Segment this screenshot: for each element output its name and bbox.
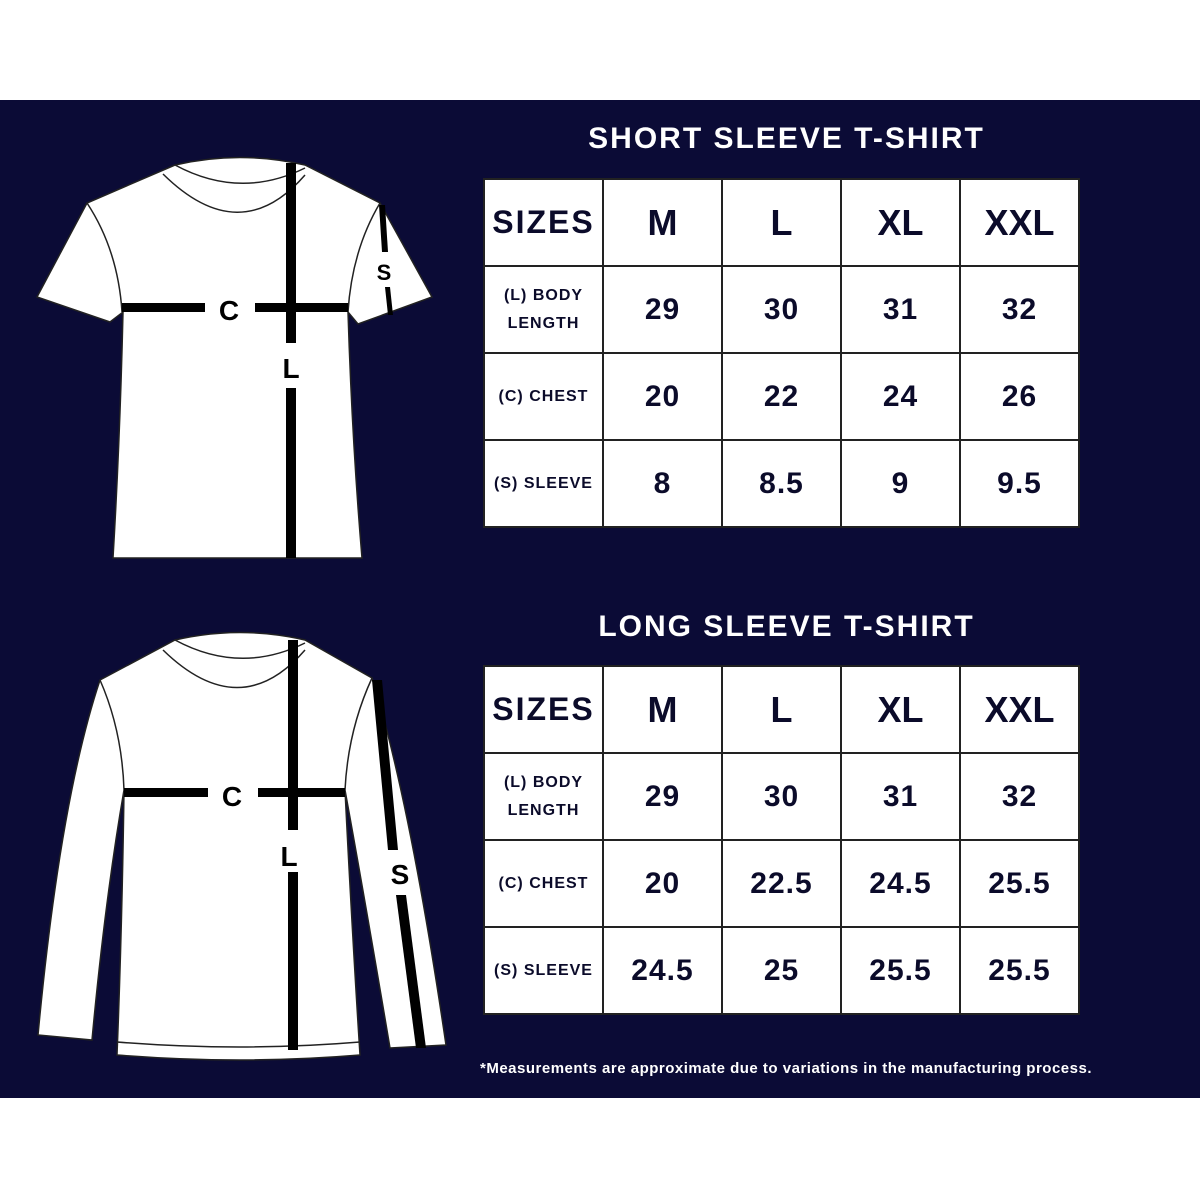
table-cell: 9	[840, 439, 961, 528]
table-row: (L) BODY LENGTH 29 30 31 32	[483, 752, 1080, 841]
table-cell: 31	[840, 752, 961, 841]
header-cell: XXL	[959, 665, 1080, 754]
header-cell: XL	[840, 178, 961, 267]
header-cell: XXL	[959, 178, 1080, 267]
table-row: (C) CHEST 20 22 24 26	[483, 352, 1080, 441]
table-cell: 9.5	[959, 439, 1080, 528]
table-cell: 8.5	[721, 439, 842, 528]
long-measure-lines	[124, 640, 426, 1050]
table-cell: 22.5	[721, 839, 842, 928]
table-cell: 24.5	[840, 839, 961, 928]
long-sleeve-title: LONG SLEEVE T-SHIRT	[598, 610, 975, 643]
table-row: (C) CHEST 20 22.5 24.5 25.5	[483, 839, 1080, 928]
table-cell: 30	[721, 752, 842, 841]
long-sleeve-size-table: SIZES M L XL XXL (L) BODY LENGTH 29 30 3…	[483, 665, 1080, 1015]
long-chest-marker: C	[222, 781, 242, 812]
table-cell: 20	[602, 839, 723, 928]
table-cell: 32	[959, 752, 1080, 841]
short-sleeve-size-table: SIZES M L XL XXL (L) BODY LENGTH 29 30 3…	[483, 178, 1080, 528]
table-cell: 24.5	[602, 926, 723, 1015]
header-cell: L	[721, 178, 842, 267]
row-label: (C) CHEST	[483, 352, 604, 441]
table-cell: 32	[959, 265, 1080, 354]
table-cell: 8	[602, 439, 723, 528]
table-cell: 29	[602, 265, 723, 354]
table-cell: 24	[840, 352, 961, 441]
table-row: (S) SLEEVE 8 8.5 9 9.5	[483, 439, 1080, 528]
header-cell: XL	[840, 665, 961, 754]
long-sleeve-marker: S	[391, 859, 410, 890]
row-label: (S) SLEEVE	[483, 439, 604, 528]
header-cell: M	[602, 178, 723, 267]
header-cell: M	[602, 665, 723, 754]
table-cell: 30	[721, 265, 842, 354]
short-sleeve-title: SHORT SLEEVE T-SHIRT	[588, 122, 985, 155]
table-header-row: SIZES M L XL XXL	[483, 665, 1080, 754]
table-cell: 20	[602, 352, 723, 441]
table-cell: 29	[602, 752, 723, 841]
table-row: (L) BODY LENGTH 29 30 31 32	[483, 265, 1080, 354]
table-cell: 26	[959, 352, 1080, 441]
header-cell: SIZES	[483, 665, 604, 754]
table-cell: 25	[721, 926, 842, 1015]
table-cell: 25.5	[959, 926, 1080, 1015]
short-measure-lines	[122, 163, 393, 558]
table-header-row: SIZES M L XL XXL	[483, 178, 1080, 267]
row-label: (S) SLEEVE	[483, 926, 604, 1015]
short-sleeve-marker: S	[377, 260, 392, 285]
footnote: *Measurements are approximate due to var…	[480, 1060, 1092, 1077]
table-row: (S) SLEEVE 24.5 25 25.5 25.5	[483, 926, 1080, 1015]
header-cell: SIZES	[483, 178, 604, 267]
row-label: (L) BODY LENGTH	[483, 752, 604, 841]
short-chest-marker: C	[219, 295, 239, 326]
short-length-marker: L	[282, 353, 299, 384]
table-cell: 22	[721, 352, 842, 441]
row-label: (C) CHEST	[483, 839, 604, 928]
table-cell: 25.5	[840, 926, 961, 1015]
short-sleeve-shirt-illustration	[35, 156, 434, 559]
long-sleeve-shirt-illustration	[37, 631, 447, 1061]
table-cell: 25.5	[959, 839, 1080, 928]
row-label: (L) BODY LENGTH	[483, 265, 604, 354]
header-cell: L	[721, 665, 842, 754]
table-cell: 31	[840, 265, 961, 354]
long-length-marker: L	[280, 841, 297, 872]
